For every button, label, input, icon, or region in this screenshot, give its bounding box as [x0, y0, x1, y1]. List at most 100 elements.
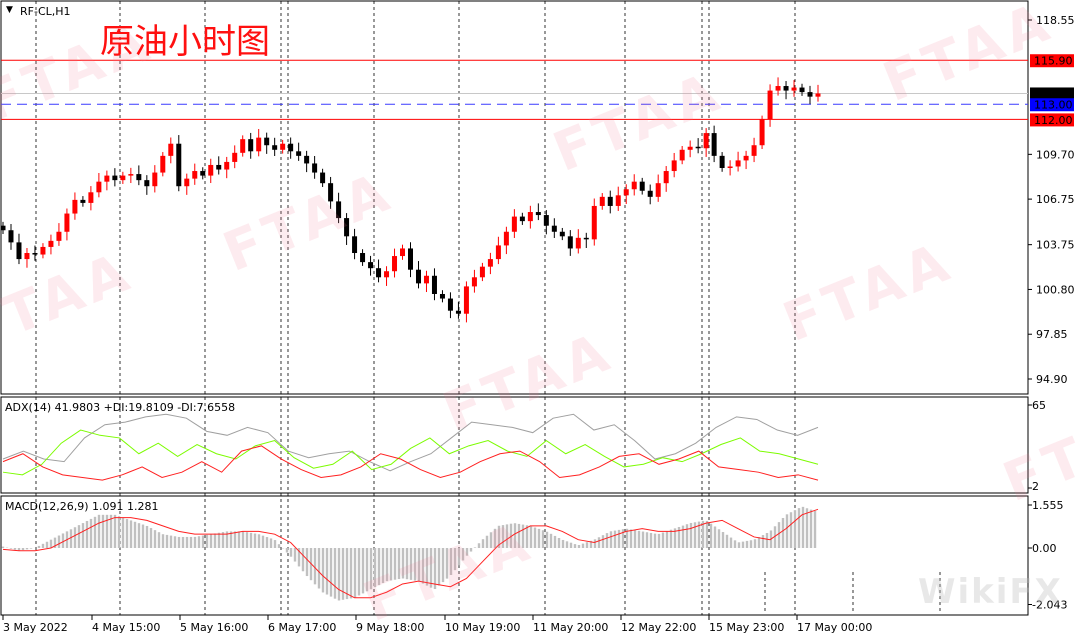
- macd-bar: [509, 523, 513, 548]
- candle-body: [511, 216, 517, 232]
- adx-title: ADX(14) 41.9803 +DI:19.8109 -DI:7.6558: [5, 401, 236, 414]
- macd-bar: [209, 534, 213, 548]
- candle-body: [216, 164, 222, 170]
- candle: [128, 167, 134, 184]
- macd-bar: [165, 534, 169, 548]
- candle: [743, 150, 749, 170]
- candle: [431, 268, 437, 301]
- candle: [104, 170, 110, 191]
- candle: [176, 135, 182, 192]
- macd-bar: [601, 535, 605, 548]
- macd-bar: [269, 538, 273, 548]
- candle: [455, 302, 461, 319]
- candle: [248, 132, 254, 159]
- macd-bar: [193, 536, 197, 548]
- candle-body: [48, 240, 54, 247]
- candle: [288, 137, 294, 159]
- macd-bar: [361, 548, 365, 594]
- candle: [40, 243, 46, 259]
- macd-bar: [257, 534, 261, 548]
- price-tick-label: 97.85: [1036, 328, 1068, 341]
- macd-bar: [177, 536, 181, 548]
- candle: [368, 255, 374, 276]
- price-tick-label: 94.90: [1036, 373, 1068, 386]
- candle-body: [8, 230, 14, 243]
- candle-body: [264, 137, 270, 146]
- macd-bar: [541, 530, 545, 548]
- candle-body: [575, 237, 581, 249]
- macd-bar: [481, 539, 485, 548]
- price-tick-label: 100.80: [1036, 283, 1075, 296]
- candle-body: [168, 143, 174, 156]
- macd-bar: [9, 548, 13, 549]
- price-tick-label: 109.70: [1036, 148, 1075, 161]
- macd-bar: [457, 548, 461, 566]
- candle: [120, 171, 126, 184]
- candle: [415, 261, 421, 289]
- time-tick-label: 15 May 23:00: [709, 621, 784, 634]
- candle: [815, 84, 821, 102]
- macd-bar: [757, 537, 761, 548]
- candle: [32, 245, 38, 261]
- time-tick-label: 5 May 16:00: [180, 621, 248, 634]
- adx-series-+DI: [2, 429, 819, 476]
- candle: [559, 227, 565, 241]
- macd-bar: [657, 533, 661, 548]
- macd-bar: [805, 508, 809, 548]
- candle-body: [711, 133, 717, 156]
- macd-bar: [409, 548, 413, 580]
- macd-bar: [465, 548, 469, 556]
- macd-bar: [489, 532, 493, 548]
- candle-body: [671, 160, 677, 172]
- macd-bar: [525, 525, 529, 548]
- macd-bar: [141, 524, 145, 548]
- candle: [160, 152, 166, 177]
- candle: [208, 158, 214, 184]
- candle-body: [248, 139, 254, 152]
- candle-body: [519, 216, 525, 222]
- macd-bar: [461, 548, 465, 561]
- dropdown-triangle-icon[interactable]: ▼: [6, 5, 13, 15]
- candle: [711, 125, 717, 163]
- candle: [511, 209, 517, 238]
- macd-bar: [545, 531, 549, 548]
- candle-body: [344, 218, 350, 237]
- macd-bar: [389, 548, 393, 581]
- macd-bar: [705, 520, 709, 548]
- macd-bar: [721, 532, 725, 548]
- candle: [615, 186, 621, 211]
- macd-bar: [485, 535, 489, 548]
- macd-bar: [393, 548, 397, 580]
- candle-body: [32, 253, 38, 255]
- candle-body: [607, 196, 613, 206]
- candle: [0, 221, 6, 235]
- candle-body: [192, 171, 198, 179]
- candle: [623, 184, 629, 204]
- candle: [48, 234, 54, 255]
- candle: [144, 175, 150, 195]
- macd-bar: [429, 548, 433, 588]
- candle: [384, 266, 390, 286]
- candle-body: [96, 181, 102, 193]
- symbol-title[interactable]: ▼ RF-CL,H1: [6, 5, 71, 18]
- macd-bar: [733, 540, 737, 548]
- macd-bar: [289, 548, 293, 557]
- candle-body: [639, 181, 645, 191]
- macd-bar: [469, 548, 473, 552]
- candle: [519, 212, 525, 225]
- macd-bar: [325, 548, 329, 595]
- macd-bar: [517, 523, 521, 548]
- macd-bar: [725, 534, 729, 548]
- macd-bar: [645, 532, 649, 548]
- candle-body: [423, 275, 429, 284]
- level-badge: [1030, 87, 1074, 101]
- macd-bar: [265, 537, 269, 548]
- candle-body: [687, 146, 693, 150]
- candle: [535, 203, 541, 221]
- candle: [759, 115, 765, 150]
- macd-bar: [637, 530, 641, 548]
- time-tick-label: 12 May 22:00: [621, 621, 696, 634]
- candle: [735, 151, 741, 172]
- macd-bar: [521, 524, 525, 548]
- price-panel: [0, 0, 1029, 395]
